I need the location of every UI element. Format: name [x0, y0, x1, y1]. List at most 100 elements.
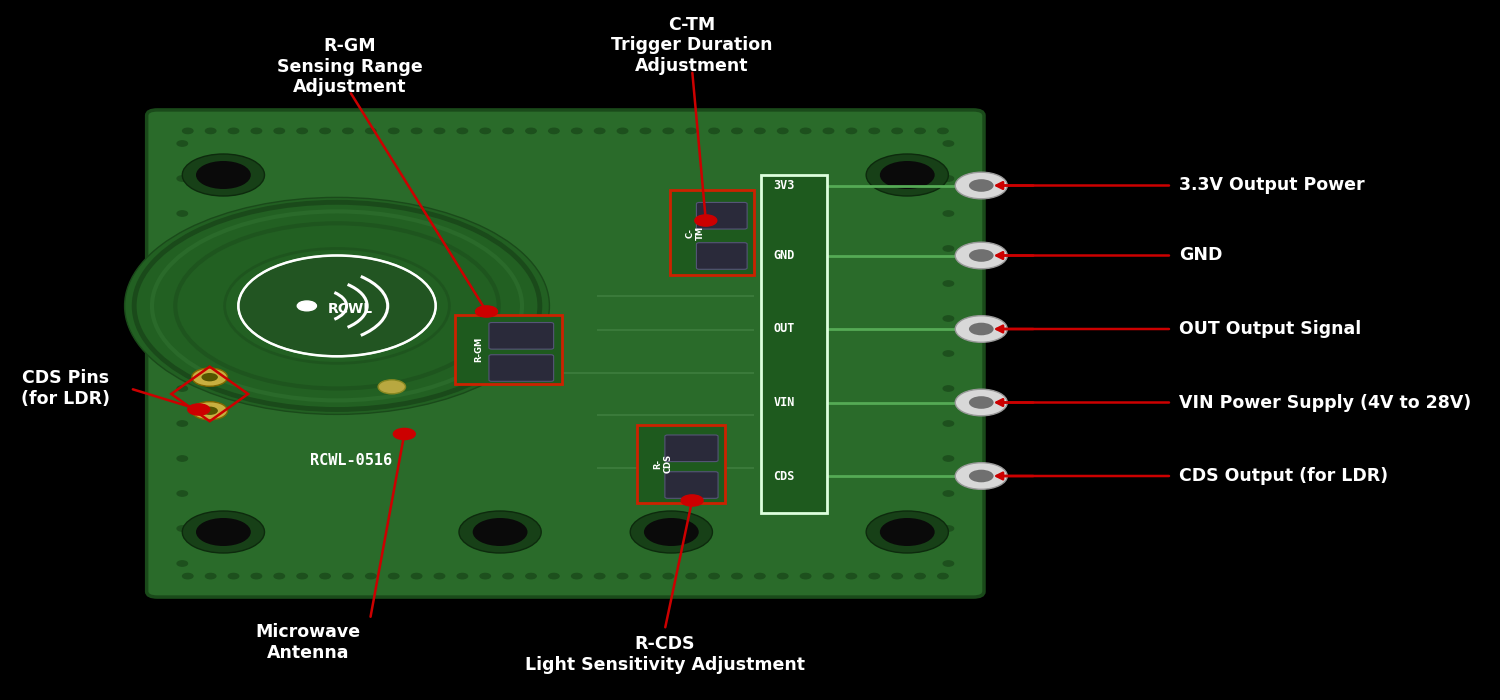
Circle shape — [177, 351, 188, 356]
Circle shape — [177, 491, 188, 496]
Circle shape — [342, 573, 352, 579]
Circle shape — [868, 573, 879, 579]
FancyBboxPatch shape — [489, 323, 554, 349]
Text: GND: GND — [774, 249, 795, 262]
Circle shape — [956, 316, 1008, 342]
FancyBboxPatch shape — [696, 243, 747, 270]
Circle shape — [472, 518, 528, 546]
Circle shape — [196, 161, 250, 189]
Circle shape — [944, 351, 954, 356]
Circle shape — [732, 573, 742, 579]
FancyBboxPatch shape — [664, 472, 718, 498]
Circle shape — [618, 573, 627, 579]
Circle shape — [526, 128, 536, 134]
Circle shape — [192, 402, 228, 420]
FancyBboxPatch shape — [670, 190, 754, 275]
Circle shape — [411, 573, 422, 579]
Circle shape — [206, 128, 216, 134]
Text: CDS Output (for LDR): CDS Output (for LDR) — [1179, 467, 1388, 485]
Circle shape — [630, 511, 712, 553]
Circle shape — [251, 573, 261, 579]
Circle shape — [801, 573, 812, 579]
Circle shape — [938, 128, 948, 134]
Circle shape — [297, 128, 307, 134]
Circle shape — [938, 573, 948, 579]
Circle shape — [754, 128, 765, 134]
Circle shape — [378, 380, 405, 394]
Text: R-CDS
Light Sensitivity Adjustment: R-CDS Light Sensitivity Adjustment — [525, 635, 804, 674]
Circle shape — [865, 154, 948, 196]
Circle shape — [228, 128, 238, 134]
Circle shape — [196, 518, 250, 546]
Circle shape — [956, 463, 1008, 489]
FancyBboxPatch shape — [664, 435, 718, 461]
Circle shape — [846, 128, 856, 134]
Circle shape — [644, 518, 699, 546]
Text: R-GM: R-GM — [474, 337, 483, 362]
Circle shape — [944, 421, 954, 426]
Circle shape — [777, 128, 788, 134]
Circle shape — [274, 573, 285, 579]
Circle shape — [435, 128, 444, 134]
Text: VIN: VIN — [774, 396, 795, 409]
Circle shape — [846, 573, 856, 579]
Text: CDS Pins
(for LDR): CDS Pins (for LDR) — [21, 369, 111, 408]
Circle shape — [944, 176, 954, 181]
Circle shape — [681, 495, 703, 506]
Circle shape — [777, 573, 788, 579]
Circle shape — [944, 526, 954, 531]
Circle shape — [320, 128, 330, 134]
Circle shape — [956, 389, 1008, 416]
Circle shape — [388, 128, 399, 134]
FancyBboxPatch shape — [454, 315, 562, 384]
Circle shape — [686, 573, 696, 579]
Circle shape — [192, 368, 228, 386]
Text: RCWL: RCWL — [328, 302, 374, 316]
Circle shape — [177, 281, 188, 286]
Circle shape — [969, 249, 993, 262]
Circle shape — [956, 242, 1008, 269]
Circle shape — [801, 128, 812, 134]
Circle shape — [944, 281, 954, 286]
Text: Microwave
Antenna: Microwave Antenna — [256, 623, 362, 662]
Circle shape — [526, 573, 536, 579]
Circle shape — [124, 197, 549, 414]
Circle shape — [297, 301, 316, 311]
Circle shape — [177, 386, 188, 391]
Text: OUT: OUT — [774, 323, 795, 335]
Circle shape — [177, 456, 188, 461]
Circle shape — [710, 128, 720, 134]
Circle shape — [435, 573, 444, 579]
Circle shape — [618, 128, 627, 134]
Circle shape — [865, 511, 948, 553]
FancyBboxPatch shape — [638, 425, 724, 503]
Circle shape — [177, 141, 188, 146]
Circle shape — [177, 561, 188, 566]
Circle shape — [297, 573, 307, 579]
Circle shape — [944, 491, 954, 496]
Circle shape — [274, 128, 285, 134]
Circle shape — [342, 128, 352, 134]
Text: CDS: CDS — [774, 470, 795, 482]
Circle shape — [944, 246, 954, 251]
Circle shape — [206, 573, 216, 579]
Circle shape — [944, 561, 954, 566]
Text: C-TM
Trigger Duration
Adjustment: C-TM Trigger Duration Adjustment — [612, 15, 772, 76]
Circle shape — [956, 172, 1008, 199]
Circle shape — [944, 211, 954, 216]
Circle shape — [458, 573, 468, 579]
Text: 3.3V Output Power: 3.3V Output Power — [1179, 176, 1365, 195]
Circle shape — [880, 518, 934, 546]
Circle shape — [969, 396, 993, 409]
FancyBboxPatch shape — [147, 110, 984, 597]
Circle shape — [732, 128, 742, 134]
Circle shape — [663, 573, 674, 579]
Text: OUT Output Signal: OUT Output Signal — [1179, 320, 1360, 338]
Circle shape — [640, 128, 651, 134]
Circle shape — [177, 176, 188, 181]
Circle shape — [393, 428, 416, 440]
Circle shape — [183, 511, 264, 553]
Circle shape — [177, 211, 188, 216]
FancyBboxPatch shape — [696, 202, 747, 229]
FancyBboxPatch shape — [760, 175, 828, 512]
